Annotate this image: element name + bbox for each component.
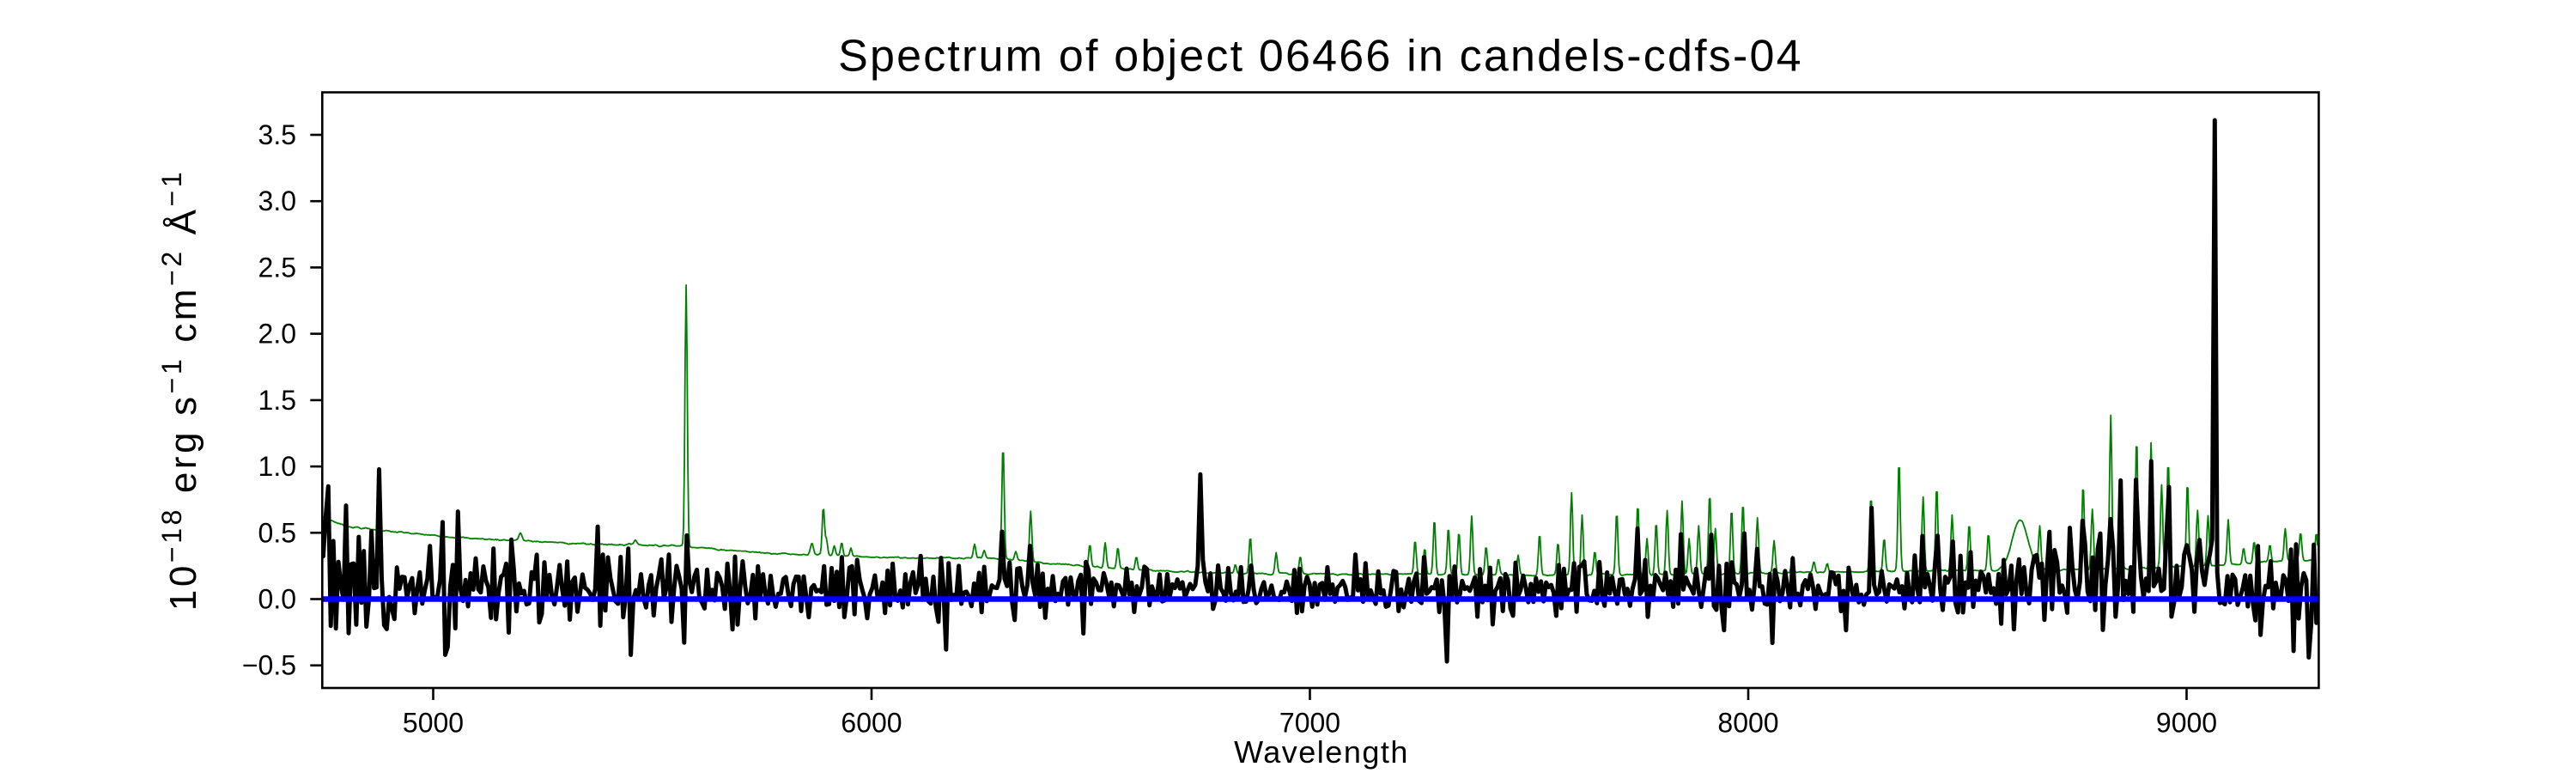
- svg-text:7000: 7000: [1279, 708, 1340, 739]
- svg-text:3.5: 3.5: [258, 119, 296, 150]
- svg-text:3.0: 3.0: [258, 186, 296, 216]
- svg-text:1.0: 1.0: [258, 451, 296, 482]
- svg-text:Wavelength: Wavelength: [1234, 734, 1409, 770]
- svg-text:−0.5: −0.5: [242, 650, 296, 681]
- svg-text:0.5: 0.5: [258, 517, 296, 548]
- svg-text:9000: 9000: [2156, 708, 2217, 739]
- svg-text:1.5: 1.5: [258, 385, 296, 416]
- svg-text:5000: 5000: [403, 708, 464, 739]
- svg-text:Spectrum of object 06466 in ca: Spectrum of object 06466 in candels-cdfs…: [838, 31, 1803, 81]
- svg-text:2.5: 2.5: [258, 252, 296, 283]
- svg-text:0.0: 0.0: [258, 584, 296, 615]
- svg-text:6000: 6000: [841, 708, 902, 739]
- svg-text:2.0: 2.0: [258, 319, 296, 350]
- svg-text:8000: 8000: [1717, 708, 1778, 739]
